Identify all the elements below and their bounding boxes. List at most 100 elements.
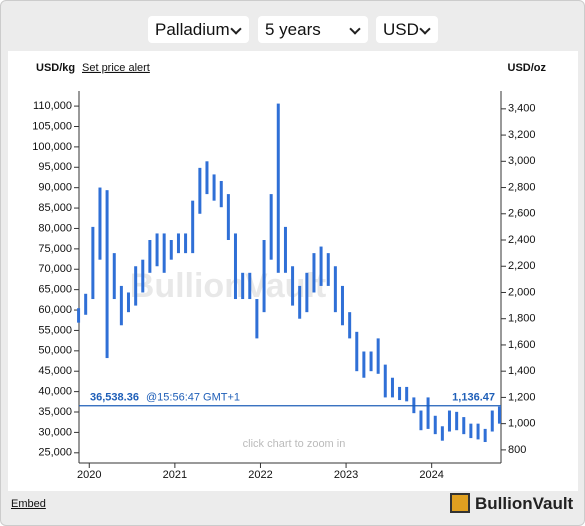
x-tick-label: 2024 xyxy=(419,469,443,481)
price-range xyxy=(233,233,237,300)
y2-tick-label: 1,200 xyxy=(508,391,536,403)
y2-tick-label: 2,200 xyxy=(508,260,536,272)
price-range xyxy=(369,351,373,372)
price-range xyxy=(490,410,494,432)
metal-select[interactable]: Palladium xyxy=(148,16,249,43)
price-range xyxy=(462,417,466,435)
price-range xyxy=(226,194,230,241)
period-select[interactable]: 5 years xyxy=(258,16,368,43)
price-range xyxy=(455,411,459,431)
y-tick-label: 110,000 xyxy=(33,100,72,112)
price-range xyxy=(390,377,394,398)
price-range xyxy=(376,338,380,374)
price-range xyxy=(483,428,487,443)
price-range xyxy=(305,272,309,313)
price-range xyxy=(191,200,195,254)
price-range xyxy=(333,266,337,313)
price-range xyxy=(362,351,366,378)
x-tick-label: 2020 xyxy=(77,469,101,481)
price-range xyxy=(440,426,444,441)
price-range xyxy=(112,253,116,300)
x-tick-label: 2022 xyxy=(248,469,272,481)
y2-tick-label: 2,000 xyxy=(508,286,536,298)
price-range xyxy=(212,174,216,201)
current-kg-price: 36,538.36 xyxy=(90,392,139,404)
price-range xyxy=(276,103,280,273)
y-tick-label: 45,000 xyxy=(38,365,72,377)
zoom-hint: click chart to zoom in xyxy=(243,438,346,450)
price-range xyxy=(77,308,81,323)
brand-name: BullionVault xyxy=(475,494,574,513)
y2-tick-label: 2,800 xyxy=(508,181,536,193)
price-range xyxy=(340,285,344,326)
y2-tick-label: 3,000 xyxy=(508,155,536,167)
y2-tick-label: 3,200 xyxy=(508,129,536,141)
brand-logo xyxy=(450,493,470,513)
price-range xyxy=(248,272,252,300)
y2-tick-label: 1,000 xyxy=(508,418,536,430)
price-range xyxy=(105,190,109,359)
price-range xyxy=(126,292,130,313)
currency-select[interactable]: USD xyxy=(376,16,438,43)
price-range xyxy=(283,226,287,273)
price-range xyxy=(419,410,423,431)
price-range xyxy=(319,246,323,286)
price-range xyxy=(134,266,138,306)
y2-tick-label: 3,400 xyxy=(508,103,536,115)
price-range xyxy=(355,331,359,372)
right-axis-label: USD/oz xyxy=(508,62,547,74)
x-tick-label: 2021 xyxy=(163,469,187,481)
price-range xyxy=(312,253,316,293)
price-range xyxy=(348,312,352,339)
price-range xyxy=(141,259,145,293)
alert-link[interactable]: Set price alert xyxy=(82,62,150,74)
y-tick-label: 30,000 xyxy=(38,426,72,438)
price-range xyxy=(476,423,480,440)
price-range xyxy=(497,406,501,424)
price-range xyxy=(198,167,202,214)
y-tick-label: 85,000 xyxy=(38,202,72,214)
y-tick-label: 25,000 xyxy=(38,447,72,459)
y-tick-label: 60,000 xyxy=(38,304,72,316)
x-tick-label: 2023 xyxy=(334,469,358,481)
y-tick-label: 35,000 xyxy=(38,406,72,418)
price-range xyxy=(169,240,173,260)
y2-tick-label: 1,600 xyxy=(508,339,536,351)
y2-tick-label: 1,800 xyxy=(508,313,536,325)
y-tick-label: 90,000 xyxy=(38,182,72,194)
embed-link[interactable]: Embed xyxy=(11,498,46,510)
chart[interactable]: USD/kg Set price alert USD/oz BullionVau… xyxy=(8,51,578,491)
current-oz-price: 1,136.47 xyxy=(452,392,495,404)
y2-tick-label: 1,400 xyxy=(508,365,536,377)
y-tick-label: 75,000 xyxy=(38,243,72,255)
price-range xyxy=(405,386,409,402)
price-range xyxy=(162,233,166,273)
left-axis-label: USD/kg xyxy=(36,62,75,74)
y2-tick-label: 800 xyxy=(508,444,526,456)
price-range xyxy=(84,293,88,315)
price-range xyxy=(298,285,302,319)
price-range xyxy=(241,272,245,300)
y-tick-label: 95,000 xyxy=(38,161,72,173)
price-range xyxy=(398,386,402,401)
price-range xyxy=(98,187,102,260)
price-range xyxy=(184,233,188,254)
price-range xyxy=(433,415,437,435)
price-range xyxy=(262,240,266,313)
current-time: @15:56:47 GMT+1 xyxy=(146,392,240,404)
y2-tick-label: 2,600 xyxy=(508,208,536,220)
y-tick-label: 105,000 xyxy=(32,120,72,132)
y-tick-label: 55,000 xyxy=(38,324,72,336)
price-range xyxy=(219,180,223,208)
price-range xyxy=(383,364,387,398)
price-range xyxy=(148,240,152,273)
price-range xyxy=(255,299,259,339)
price-range xyxy=(176,233,180,254)
y-tick-label: 70,000 xyxy=(38,263,72,275)
price-range xyxy=(269,194,273,260)
price-range xyxy=(469,423,473,439)
y-tick-label: 50,000 xyxy=(38,345,72,357)
y-tick-label: 80,000 xyxy=(38,222,72,234)
y-tick-label: 100,000 xyxy=(32,141,72,153)
price-range xyxy=(291,266,295,306)
